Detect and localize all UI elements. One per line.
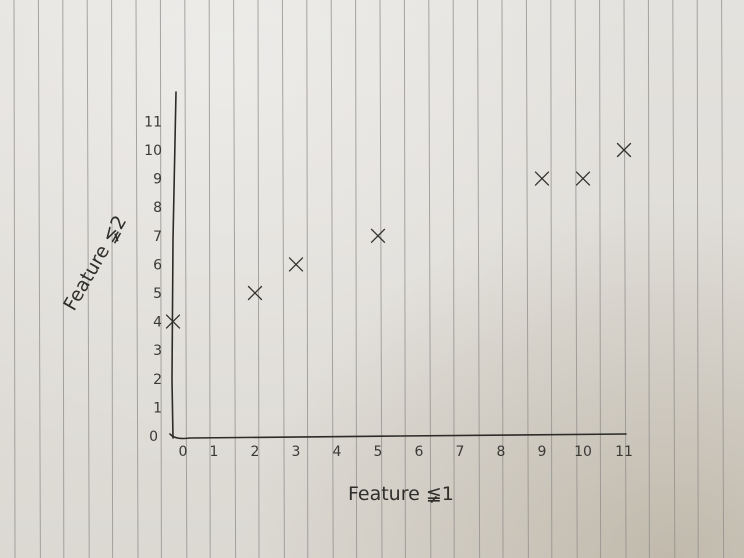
y-tick-label: 0	[149, 429, 158, 445]
ruling-line	[574, 0, 578, 558]
axes	[169, 91, 627, 440]
x-tick-label: 9	[538, 444, 547, 460]
ruling-line	[330, 0, 334, 558]
y-tick-label: 7	[153, 229, 162, 245]
ruling-line	[647, 0, 650, 558]
y-axis-line	[171, 91, 177, 439]
x-tick-label: 5	[374, 444, 383, 460]
ruling-line	[501, 0, 504, 558]
y-tick-label: 6	[153, 257, 162, 273]
paper-rulings	[13, 0, 725, 558]
data-point	[165, 314, 181, 329]
data-points	[165, 142, 632, 329]
data-point	[534, 171, 550, 186]
x-tick-label: 1	[210, 444, 219, 460]
ruling-line	[233, 0, 237, 558]
x-axis-line	[169, 433, 627, 440]
y-tick-labels: 0 1 2 3 4 5 6 7 8 9 10 11	[144, 114, 162, 445]
ruling-line	[477, 0, 481, 558]
ruling-line	[13, 0, 16, 558]
x-tick-label: 11	[615, 444, 633, 460]
y-tick-label: 3	[153, 343, 162, 359]
ruling-line	[599, 0, 602, 558]
y-tick-label: 1	[153, 400, 162, 416]
data-point	[247, 285, 263, 301]
ruling-line	[452, 0, 455, 558]
x-tick-label: 2	[251, 444, 260, 460]
data-point	[575, 171, 591, 186]
y-tick-label: 4	[153, 315, 162, 331]
ruling-line	[403, 0, 406, 558]
x-tick-label: 10	[574, 444, 592, 460]
ruling-line	[62, 0, 65, 558]
y-tick-label: 5	[153, 286, 162, 302]
x-tick-label: 7	[456, 444, 465, 460]
data-point	[288, 257, 304, 272]
x-tick-label: 3	[292, 444, 301, 460]
ruling-line	[257, 0, 260, 558]
ruling-line	[379, 0, 383, 558]
ruling-line	[355, 0, 358, 558]
ruling-line	[550, 0, 553, 558]
y-tick-label: 2	[153, 372, 162, 388]
ruling-line	[525, 0, 529, 558]
y-tick-label: 10	[144, 143, 162, 159]
x-tick-label: 6	[415, 444, 424, 460]
data-point	[370, 228, 386, 243]
ruling-line	[37, 0, 41, 558]
ruling-line	[721, 0, 725, 558]
y-axis-label: Feature ≨2	[59, 212, 131, 315]
data-point	[616, 142, 632, 158]
x-tick-label: 4	[333, 444, 342, 460]
ruling-line	[135, 0, 139, 558]
ruling-line	[208, 0, 211, 558]
ruling-line	[672, 0, 676, 558]
ruling-line	[623, 0, 627, 558]
y-tick-label: 9	[153, 172, 162, 188]
ruling-line	[184, 0, 188, 558]
x-tick-label: 8	[497, 444, 506, 460]
ruling-line	[428, 0, 432, 558]
y-tick-label: 11	[144, 114, 162, 130]
ruling-line	[111, 0, 114, 558]
ruling-line	[281, 0, 285, 558]
x-axis-label: Feature ≨1	[348, 483, 454, 505]
ruling-line	[86, 0, 90, 558]
ruling-line	[306, 0, 309, 558]
y-tick-label: 8	[153, 200, 162, 216]
ruling-line	[696, 0, 699, 558]
x-tick-labels: 0 1 2 3 4 5 6 7 8 9 10 11	[179, 444, 633, 460]
ruling-line	[159, 0, 162, 558]
x-tick-label: 0	[179, 444, 188, 460]
